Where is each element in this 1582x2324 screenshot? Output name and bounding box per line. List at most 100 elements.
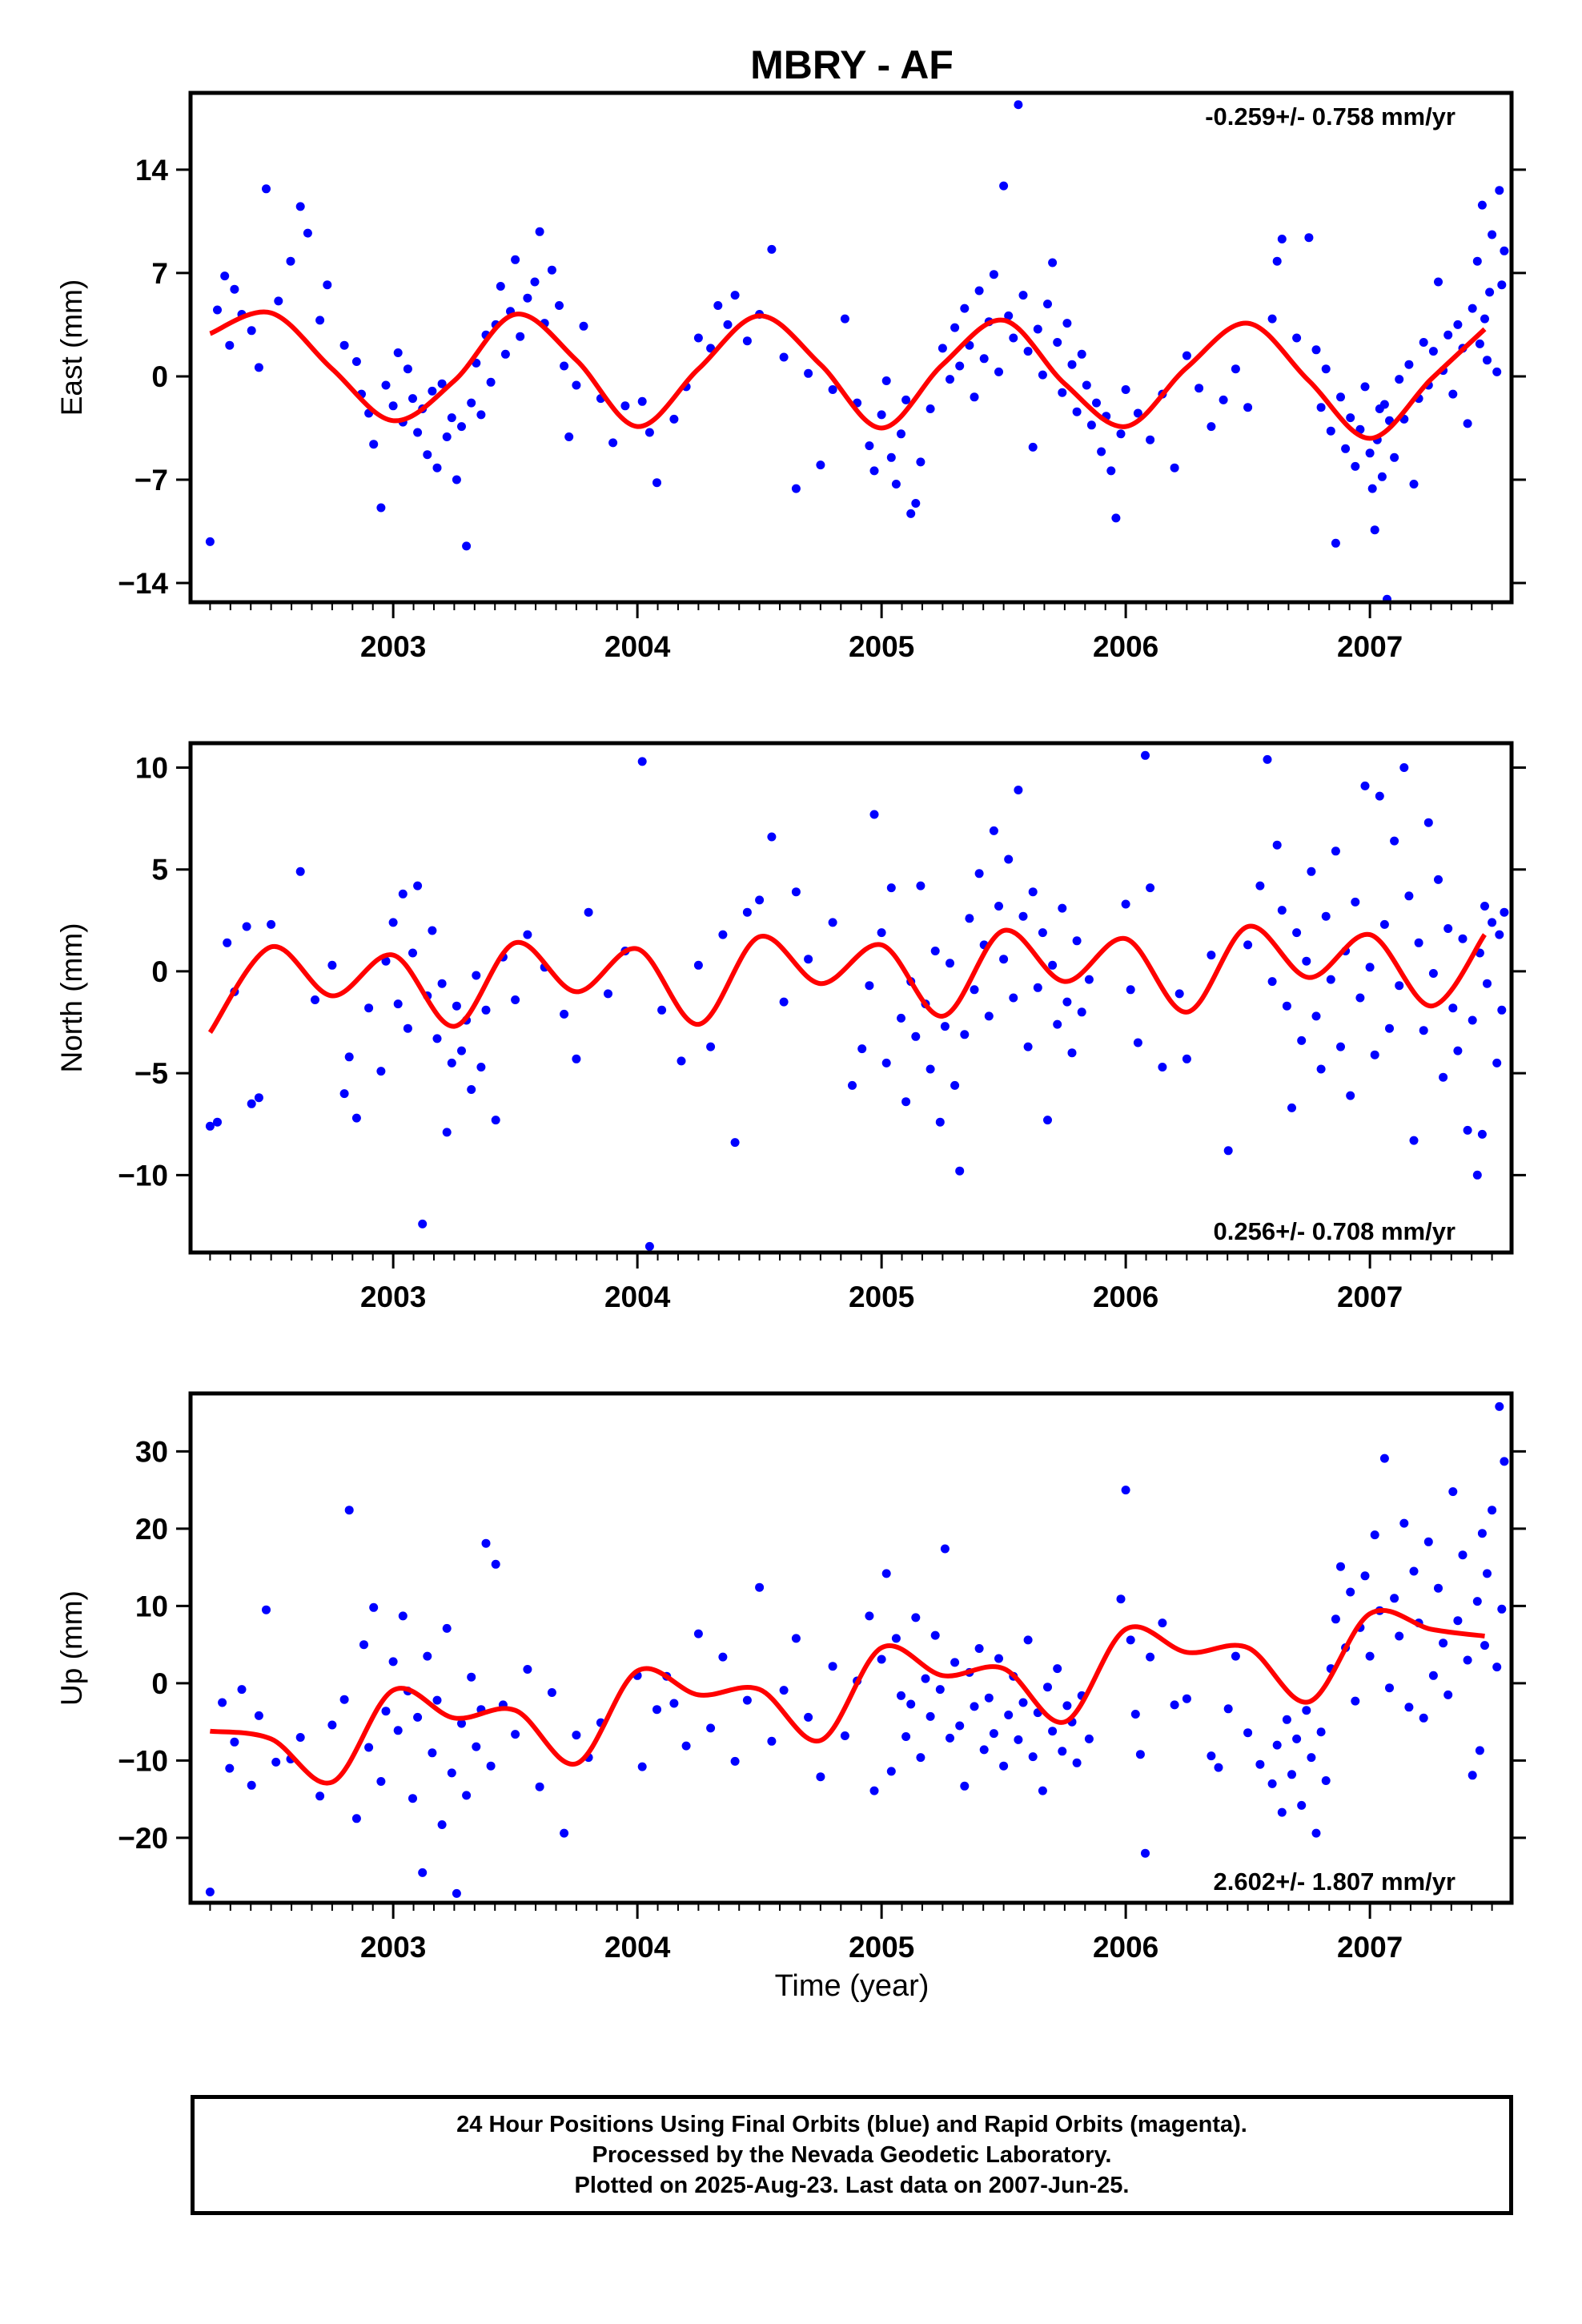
data-point <box>432 463 442 472</box>
data-point <box>886 1767 896 1776</box>
data-point <box>1195 384 1204 393</box>
data-point <box>1116 1594 1126 1604</box>
data-point <box>1082 380 1091 390</box>
data-point <box>220 271 230 281</box>
data-point <box>418 1868 428 1877</box>
data-point <box>994 1654 1003 1663</box>
data-point <box>1121 1486 1130 1495</box>
data-point <box>1443 1690 1453 1699</box>
data-point <box>1453 320 1463 329</box>
north-points <box>205 750 1509 1251</box>
data-point <box>530 277 540 287</box>
data-point <box>295 1733 305 1742</box>
data-point <box>955 361 965 371</box>
data-point <box>423 450 432 460</box>
data-point <box>713 301 723 310</box>
data-point <box>984 1011 994 1021</box>
data-point <box>1316 1727 1326 1737</box>
x-tick-label: 2003 <box>360 630 426 663</box>
data-point <box>1255 881 1265 891</box>
data-point <box>1395 1631 1404 1641</box>
data-point <box>1072 936 1082 946</box>
data-point <box>916 457 926 467</box>
data-point <box>452 1888 461 1898</box>
data-point <box>437 979 447 988</box>
footer-line-2: Processed by the Nevada Geodetic Laborat… <box>592 2142 1112 2168</box>
data-point <box>1480 314 1489 324</box>
data-point <box>984 1693 994 1703</box>
data-point <box>742 1695 752 1705</box>
data-point <box>1058 1747 1067 1756</box>
data-point <box>1004 311 1014 320</box>
data-point <box>804 955 813 964</box>
data-point <box>935 1685 945 1695</box>
data-point <box>1072 407 1082 416</box>
data-point <box>1360 1571 1370 1581</box>
data-point <box>742 907 752 917</box>
data-point <box>779 352 789 362</box>
data-point <box>225 1763 235 1773</box>
data-point <box>1365 963 1375 972</box>
data-point <box>950 1658 960 1667</box>
data-point <box>271 1757 281 1767</box>
data-point <box>381 1707 391 1716</box>
data-point <box>1395 375 1404 384</box>
data-point <box>364 1743 374 1752</box>
data-point <box>230 1737 239 1747</box>
data-point <box>1485 287 1495 297</box>
data-point <box>960 1030 970 1039</box>
data-point <box>1488 230 1497 239</box>
data-point <box>1385 1683 1394 1693</box>
data-point <box>1351 461 1360 471</box>
data-point <box>476 410 486 420</box>
data-point <box>351 1814 361 1823</box>
data-point <box>467 398 476 408</box>
data-point <box>865 441 874 451</box>
data-point <box>608 438 618 448</box>
data-point <box>1443 330 1453 340</box>
data-point <box>1297 1800 1307 1810</box>
data-point <box>1316 1064 1326 1074</box>
data-point <box>1409 480 1419 489</box>
data-point <box>791 1634 801 1643</box>
chart-title: MBRY - AF <box>750 42 954 87</box>
x-tick-label: 2007 <box>1337 1931 1403 1964</box>
data-point <box>523 293 532 303</box>
data-point <box>1116 429 1126 439</box>
data-point <box>637 757 647 766</box>
data-point <box>1014 1735 1023 1744</box>
x-tick-label: 2006 <box>1093 630 1158 663</box>
data-point <box>1483 356 1492 365</box>
data-point <box>1500 1457 1509 1466</box>
data-point <box>897 429 905 439</box>
data-point <box>1135 1750 1145 1759</box>
data-point <box>403 364 412 374</box>
data-point <box>1297 1035 1307 1045</box>
data-point <box>1385 1023 1394 1033</box>
data-point <box>1133 408 1142 418</box>
data-point <box>432 1695 442 1705</box>
data-point <box>1062 1701 1072 1711</box>
data-point <box>205 537 215 546</box>
data-point <box>979 1745 989 1755</box>
data-point <box>457 1719 466 1728</box>
data-point <box>1214 1763 1223 1772</box>
y-tick-label: −10 <box>118 1159 168 1192</box>
data-point <box>916 881 926 891</box>
data-point <box>1130 1710 1140 1719</box>
data-point <box>955 1166 965 1176</box>
data-point <box>1133 1038 1142 1047</box>
y-tick-label: 0 <box>151 360 168 393</box>
data-point <box>1277 1807 1287 1817</box>
data-point <box>1077 349 1086 359</box>
x-axis-label: Time (year) <box>775 1969 930 2003</box>
data-point <box>1379 400 1389 409</box>
data-point <box>1488 1506 1497 1515</box>
data-point <box>906 509 916 518</box>
data-point <box>311 995 319 1004</box>
data-point <box>1158 1063 1167 1072</box>
data-point <box>418 1219 428 1228</box>
data-point <box>1477 200 1487 210</box>
data-point <box>974 286 984 296</box>
up-y-label: Up (mm) <box>55 1590 88 1706</box>
